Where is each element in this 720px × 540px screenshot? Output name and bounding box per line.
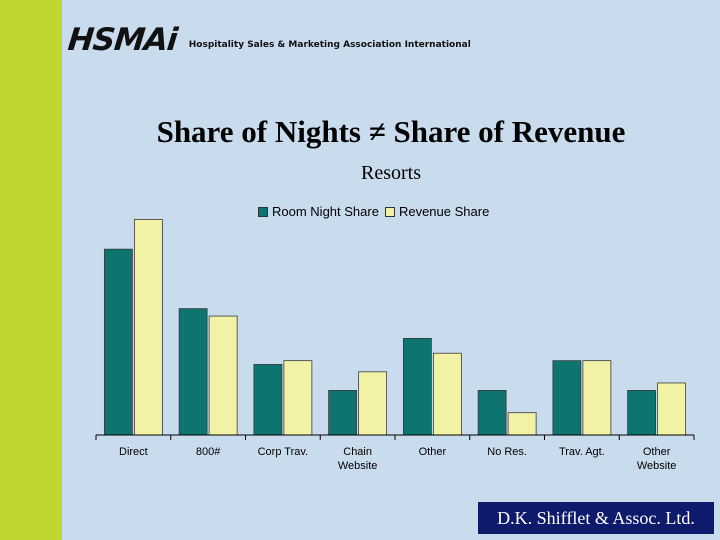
x-tick-label-line: Other [643,446,671,458]
x-tick-label-4: Other [419,446,447,458]
slide-title: Share of Nights ≠ Share of Revenue [156,114,626,149]
legend-label-room-night: Room Night Share [272,204,379,219]
bar-revenue-1 [208,315,238,436]
bar-chart: Direct 800# Corp Trav. Chain Website Other No … [95,219,695,472]
hsmai-logo: HSMAi Hospitality Sales & Marketing Asso… [66,20,471,60]
legend-swatch-room-night [258,206,268,217]
x-tick-label-line: Website [338,460,378,472]
x-tick-label-line: Trav. Agt. [559,446,605,458]
x-tick-label-line: Other [419,446,447,458]
legend-item-revenue: Revenue Share [384,204,490,219]
chart-subtitle: Resorts [361,162,421,184]
x-tick-label-line: Corp Trav. [258,446,309,458]
bar-room-night-5 [477,389,507,436]
footer-credit: D.K. Shifflet & Assoc. Ltd. [478,502,714,534]
x-tick-label-line: Website [637,460,677,472]
x-tick-label-2: Corp Trav. [258,446,309,458]
x-tick-label-7: Other Website [637,446,677,472]
bar-room-night-6 [552,360,582,436]
x-tick-label-line: No Res. [487,446,527,458]
x-tick-label-line: Direct [119,446,148,458]
x-tick-label-line: Chain [343,446,372,458]
bar-revenue-4 [432,352,462,436]
x-tick-label-line: 800# [196,446,221,458]
bar-revenue-6 [582,360,612,436]
bar-revenue-0 [133,219,163,436]
x-tick-label-1: 800# [196,446,221,458]
x-tick-label-5: No Res. [487,446,527,458]
bar-room-night-2 [253,363,283,436]
x-tick-label-3: Chain Website [338,446,378,472]
legend-item-room-night: Room Night Share [258,204,379,219]
bar-revenue-3 [358,371,388,436]
bar-room-night-0 [103,248,133,436]
bar-room-night-7 [627,389,657,436]
bar-room-night-4 [402,337,432,436]
x-tick-label-0: Direct [119,446,148,458]
bar-revenue-7 [657,382,687,436]
bar-room-night-3 [328,389,358,436]
legend-label-revenue: Revenue Share [398,204,490,219]
chart-legend: Room Night Share Revenue Share [258,204,489,219]
bar-revenue-5 [507,412,537,436]
side-stripe [0,0,62,540]
logo-org-name: Hospitality Sales & Marketing Associatio… [188,40,471,50]
bar-revenue-2 [283,360,313,436]
bar-room-night-1 [178,308,208,436]
x-tick-label-6: Trav. Agt. [559,446,605,458]
legend-swatch-revenue [384,206,395,217]
